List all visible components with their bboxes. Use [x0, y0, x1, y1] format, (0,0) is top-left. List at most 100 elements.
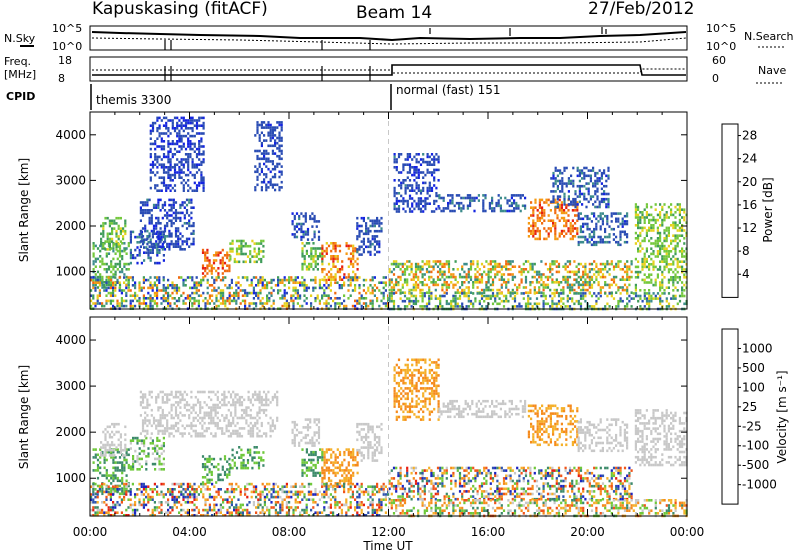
power-cell — [570, 200, 573, 204]
velocity-cell — [118, 461, 122, 464]
power-cell — [650, 278, 653, 282]
power-cell — [599, 291, 602, 294]
power-cell — [378, 229, 381, 233]
power-cell — [226, 269, 229, 273]
power-cell — [639, 234, 642, 237]
power-cell — [161, 248, 164, 251]
power-cell — [313, 233, 316, 236]
power-cell — [222, 297, 225, 300]
power-cell — [260, 186, 263, 189]
power-cell — [118, 283, 122, 287]
power-cell — [119, 227, 122, 230]
power-cell — [604, 283, 607, 287]
power-cell — [189, 134, 192, 138]
power-cell — [191, 276, 194, 279]
power-cell — [413, 173, 416, 177]
power-cell — [189, 286, 192, 290]
power-cell — [365, 227, 368, 230]
power-cell — [198, 150, 201, 153]
power-cell — [156, 166, 159, 169]
power-cell — [325, 252, 328, 255]
power-cell — [564, 281, 567, 284]
power-cell — [586, 238, 589, 241]
power-cell — [157, 232, 160, 235]
power-cell — [413, 179, 416, 182]
power-cell — [507, 299, 510, 303]
power-cell — [356, 248, 359, 251]
power-cell — [269, 139, 272, 142]
velocity-cell — [121, 471, 124, 475]
power-cell — [272, 299, 275, 303]
power-cell — [195, 189, 199, 192]
power-cell — [445, 292, 448, 295]
power-cell — [190, 211, 193, 215]
power-cell — [599, 288, 602, 292]
power-cell — [174, 229, 178, 233]
power-cell — [600, 171, 603, 175]
velocity-cell — [104, 433, 107, 436]
power-cell — [661, 255, 664, 258]
velocity-cell — [138, 439, 141, 442]
power-cell — [524, 268, 528, 271]
power-cell — [549, 219, 552, 222]
power-cell — [314, 255, 317, 258]
power-cell — [572, 203, 575, 206]
power-cell — [151, 171, 155, 174]
power-cell — [302, 222, 305, 226]
power-cell — [156, 145, 159, 148]
power-cell — [119, 232, 122, 236]
power-cell — [615, 240, 618, 244]
power-cell — [181, 240, 184, 243]
power-cell — [365, 232, 368, 236]
power-cell — [102, 232, 105, 236]
power-cell — [246, 255, 250, 258]
velocity-cell — [104, 435, 107, 439]
power-cell — [491, 201, 494, 205]
power-cell — [149, 137, 152, 140]
power-cell — [527, 297, 530, 300]
power-cell — [260, 257, 263, 261]
power-cell — [531, 275, 534, 279]
power-cell — [645, 257, 648, 261]
power-cell — [667, 216, 670, 219]
power-cell — [200, 278, 203, 282]
power-cell — [605, 197, 608, 201]
power-cells — [90, 116, 688, 311]
velocity-cell — [117, 422, 120, 426]
velocity-cell — [113, 454, 116, 457]
power-cell — [354, 289, 357, 292]
power-cell — [419, 189, 423, 192]
power-cell — [557, 270, 561, 274]
power-cell — [559, 169, 562, 172]
power-cell — [175, 286, 178, 290]
power-cell — [367, 229, 370, 233]
power-cell — [555, 288, 558, 292]
power-cell — [154, 142, 157, 146]
power-cell — [463, 288, 466, 292]
power-cell — [439, 294, 442, 298]
power-cell — [112, 275, 115, 279]
power-cell — [661, 205, 664, 209]
power-cell — [421, 260, 424, 263]
power-cell — [560, 201, 563, 204]
power-cell — [358, 302, 361, 305]
power-cell — [162, 278, 165, 282]
power-cell — [581, 184, 584, 188]
power-cell — [305, 252, 308, 255]
power-cell — [577, 217, 580, 221]
power-cell — [430, 292, 433, 295]
power-cell — [558, 198, 561, 202]
power-cell — [606, 220, 609, 223]
power-cell — [421, 292, 424, 295]
power-cell — [610, 227, 613, 231]
power-cell — [177, 229, 180, 233]
power-cell — [272, 302, 275, 305]
power-cell — [219, 261, 222, 265]
power-cell — [334, 297, 337, 300]
power-cell — [384, 284, 387, 287]
power-cell — [404, 192, 407, 195]
power-cell — [150, 245, 153, 248]
power-cell — [626, 270, 629, 274]
power-cell — [667, 229, 670, 232]
power-cell — [274, 139, 277, 142]
